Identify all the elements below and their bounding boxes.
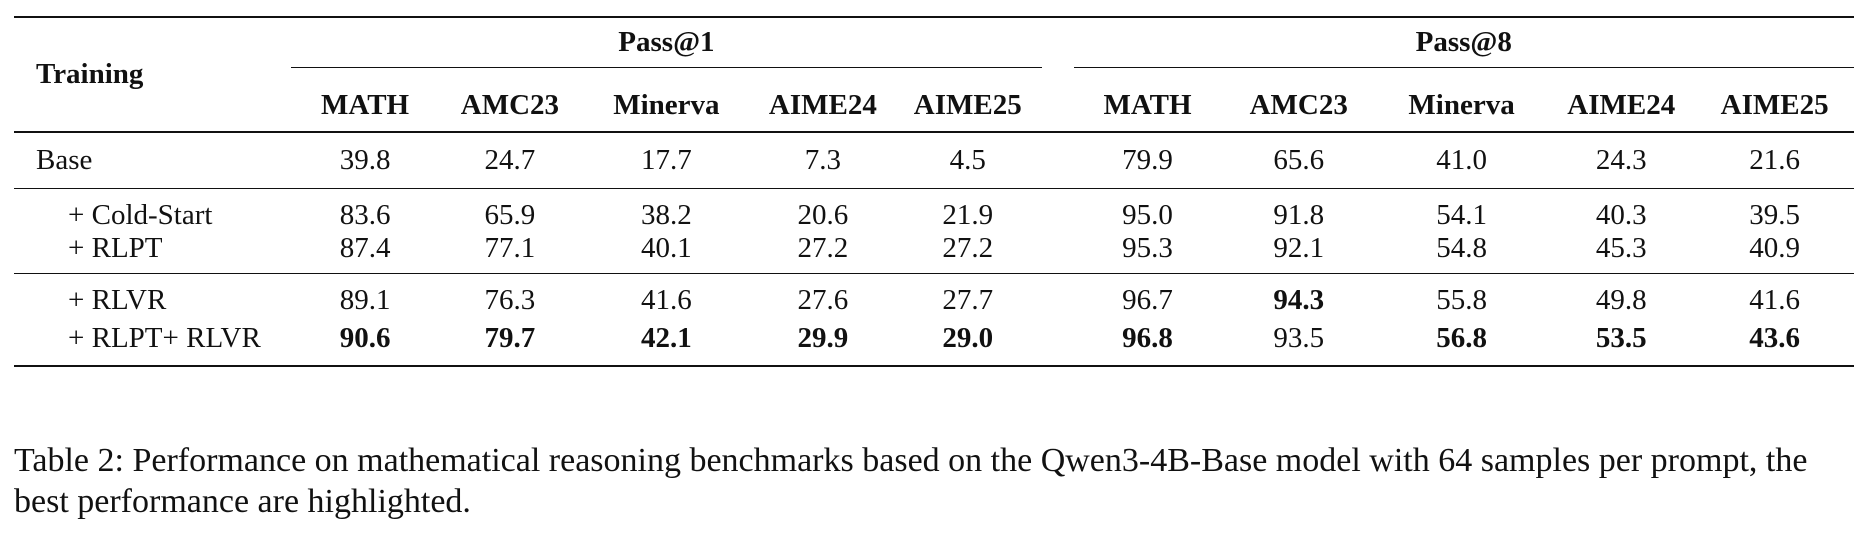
table-cell: 17.7 xyxy=(641,143,692,176)
table-cell: 24.3 xyxy=(1595,143,1647,176)
table-cell: 41.0 xyxy=(1436,143,1487,176)
table-cell: 27.2 xyxy=(942,232,994,264)
col-header: Minerva xyxy=(613,89,720,121)
table-cell: 27.2 xyxy=(797,232,849,264)
table-cell: 93.5 xyxy=(1273,321,1325,354)
table-cell: 65.9 xyxy=(484,198,536,231)
table-row: + RLPT+ RLVR 90.6 79.7 42.1 29.9 29.0 96.8 93.5… xyxy=(14,320,1854,366)
table-cell: 65.6 xyxy=(1273,143,1325,176)
col-header: AIME25 xyxy=(913,89,1022,121)
column-gap xyxy=(1042,234,1074,274)
training-header: Training xyxy=(36,58,144,90)
col-header: Minerva xyxy=(1408,89,1515,121)
column-gap xyxy=(1042,188,1074,234)
table-cell: 94.3 xyxy=(1273,284,1325,317)
table-cell: 91.8 xyxy=(1273,198,1325,231)
table-cell: 54.1 xyxy=(1436,198,1487,231)
table-cell: 54.8 xyxy=(1436,232,1487,264)
table-cell: 95.0 xyxy=(1122,198,1173,231)
table-cell: 79.7 xyxy=(484,321,536,354)
table-cell: 53.5 xyxy=(1595,321,1647,354)
table-cell: 77.1 xyxy=(484,232,536,264)
results-table: Training Pass@1 Pass@8 MATH AMC23 Minerv… xyxy=(14,16,1854,367)
group-header-pass1: Pass@1 xyxy=(291,18,1042,68)
table-cell: 56.8 xyxy=(1436,321,1487,354)
column-gap xyxy=(1042,132,1074,188)
table-cell: 49.8 xyxy=(1595,284,1647,317)
table-cell: 40.1 xyxy=(641,232,692,264)
table-cell: 89.1 xyxy=(339,284,391,317)
table-cell: 83.6 xyxy=(339,198,391,231)
table-cell: 20.6 xyxy=(797,198,849,231)
table-cell: 79.9 xyxy=(1122,143,1173,176)
table-cell: 21.6 xyxy=(1749,143,1800,176)
col-header: AIME24 xyxy=(768,89,877,121)
col-header: AIME24 xyxy=(1567,89,1676,121)
column-gap xyxy=(1042,320,1074,366)
table-caption: Table 2: Performance on mathematical rea… xyxy=(14,442,1808,520)
row-label: Base xyxy=(36,143,93,176)
col-header: AMC23 xyxy=(1249,89,1348,121)
row-label: + RLPT+ RLVR xyxy=(68,321,261,354)
table-cell: 40.3 xyxy=(1595,198,1647,231)
table-cell: 29.0 xyxy=(942,321,994,354)
table-row: + RLVR 89.1 76.3 41.6 27.6 27.7 96.7 94.3 55.8 49… xyxy=(14,273,1854,320)
table-cell: 95.3 xyxy=(1122,232,1173,264)
table-row: + RLPT 87.4 77.1 40.1 27.2 27.2 95.3 92.1 54.8 45… xyxy=(14,234,1854,274)
col-header: AMC23 xyxy=(460,89,560,121)
table-row: Base 39.8 24.7 17.7 7.3 4.5 79.9 65.6 41.0 24.3 21… xyxy=(14,132,1854,188)
row-label: + Cold-Start xyxy=(68,198,213,231)
table-cell: 39.8 xyxy=(339,143,391,176)
table-cell: 39.5 xyxy=(1749,198,1800,231)
table-cell: 21.9 xyxy=(942,198,994,231)
table-cell: 41.6 xyxy=(1749,284,1800,317)
table-cell: 90.6 xyxy=(339,321,391,354)
row-label: + RLVR xyxy=(68,284,167,317)
group-header-pass8: Pass@8 xyxy=(1073,18,1854,68)
table-cell: 38.2 xyxy=(641,198,692,231)
table-cell: 45.3 xyxy=(1595,232,1647,264)
column-gap xyxy=(1042,274,1074,320)
table-cell: 40.9 xyxy=(1749,232,1800,264)
table-cell: 4.5 xyxy=(949,143,986,176)
table-cell: 42.1 xyxy=(641,321,692,354)
table-cell: 43.6 xyxy=(1749,321,1800,354)
table-cell: 27.7 xyxy=(942,284,994,317)
table-cell: 87.4 xyxy=(339,232,391,264)
col-header: MATH xyxy=(1103,89,1192,121)
table-cell: 96.8 xyxy=(1122,321,1173,354)
table-row: + Cold-Start 83.6 65.9 38.2 20.6 21.9 95.0 91.8… xyxy=(14,188,1854,234)
col-header: MATH xyxy=(321,89,410,121)
table-cell: 27.6 xyxy=(797,284,849,317)
table-cell: 7.3 xyxy=(804,143,842,176)
col-header: AIME25 xyxy=(1720,89,1829,121)
results-table-container: Training Pass@1 Pass@8 MATH AMC23 Minerv… xyxy=(14,16,1854,367)
table-cell: 41.6 xyxy=(641,284,692,317)
row-label: + RLPT xyxy=(68,232,163,264)
table-cell: 29.9 xyxy=(797,321,849,354)
results-table-body: Base 39.8 24.7 17.7 7.3 4.5 79.9 65.6 41.0 24.3 21… xyxy=(14,132,1854,366)
table-cell: 96.7 xyxy=(1122,284,1173,317)
table-cell: 55.8 xyxy=(1436,284,1487,317)
table-cell: 76.3 xyxy=(484,284,536,317)
table-cell: 24.7 xyxy=(484,143,536,176)
table-cell: 92.1 xyxy=(1273,232,1325,264)
